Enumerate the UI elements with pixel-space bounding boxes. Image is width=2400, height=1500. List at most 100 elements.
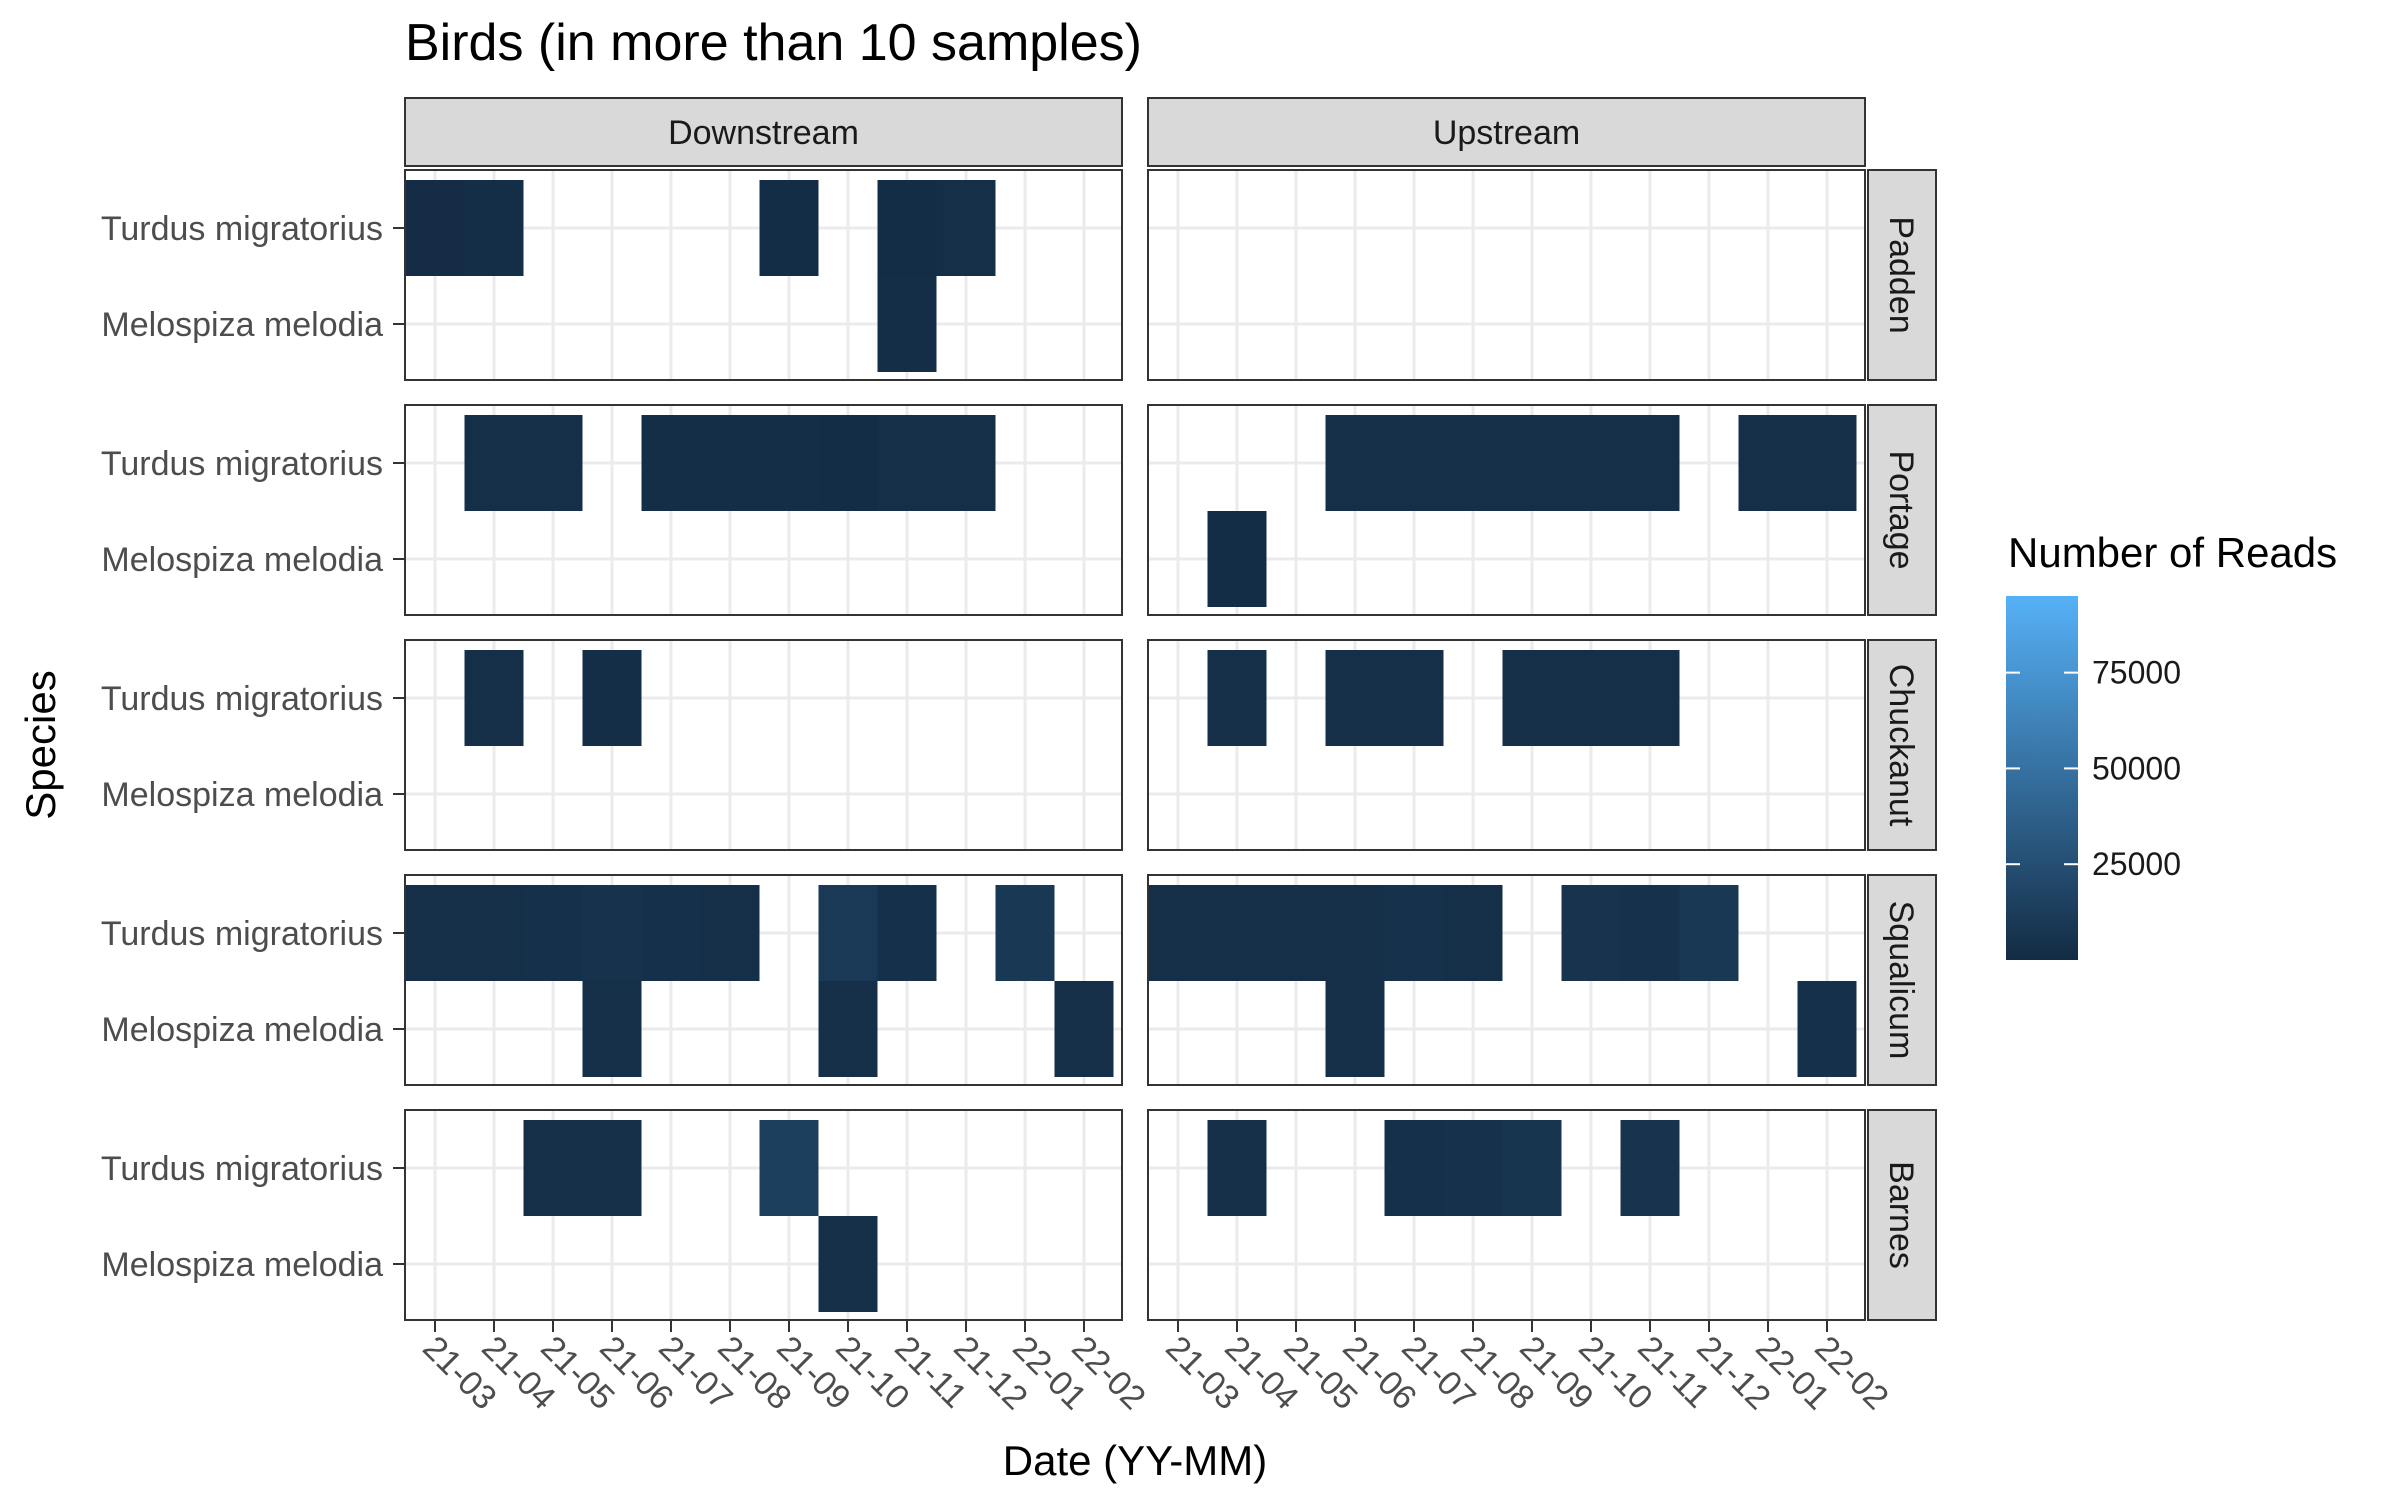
heatmap-cell xyxy=(1325,650,1385,746)
panel-barnes-downstream xyxy=(404,1109,1123,1321)
legend-label: 50000 xyxy=(2092,750,2181,786)
panel-border xyxy=(1147,874,1866,1086)
heatmap-cell xyxy=(1148,885,1208,981)
heatmap-cell xyxy=(818,415,878,511)
x-axis-title: Date (YY-MM) xyxy=(1003,1437,1268,1484)
heatmap-cell xyxy=(464,650,524,746)
panel-border xyxy=(1147,639,1866,851)
heatmap-cell xyxy=(1325,981,1385,1077)
facet-panels: Downstream Upstream Padden Turdus migratori… xyxy=(101,97,1937,1417)
heatmap-cell xyxy=(405,885,465,981)
heatmap-cell xyxy=(1797,415,1857,511)
panel-squalicum-upstream xyxy=(1147,874,1866,1086)
heatmap-cell xyxy=(1384,1120,1444,1216)
chart-title: Birds (in more than 10 samples) xyxy=(405,14,1142,72)
y-axis-title: Species xyxy=(17,670,64,819)
panel-squalicum-downstream xyxy=(404,874,1123,1086)
heatmap-cell xyxy=(1266,885,1326,981)
panel-barnes-upstream xyxy=(1147,1109,1866,1321)
y-tick-label: Turdus migratorius xyxy=(101,1150,383,1188)
heatmap-cell xyxy=(818,981,878,1077)
heatmap-cell xyxy=(936,415,996,511)
heatmap-cell xyxy=(877,415,937,511)
heatmap-cell xyxy=(1384,415,1444,511)
y-tick-label: Turdus migratorius xyxy=(101,680,383,718)
facet-strip-upstream xyxy=(1147,97,1866,167)
heatmap-cell xyxy=(1443,415,1503,511)
panel-background xyxy=(1148,170,1865,380)
legend: Number of Reads 25000 50000 75000 xyxy=(2006,529,2337,960)
heatmap-cell xyxy=(464,885,524,981)
heatmap-cell xyxy=(877,885,937,981)
heatmap-cell xyxy=(1207,650,1267,746)
facet-strip-padden xyxy=(1867,169,1937,381)
panel-border xyxy=(1147,1109,1866,1321)
legend-title: Number of Reads xyxy=(2008,529,2337,576)
heatmap-cell xyxy=(1207,511,1267,607)
heatmap-cell xyxy=(877,276,937,372)
heatmap-cell xyxy=(877,180,937,276)
y-tick-label: Melospiza melodia xyxy=(101,1246,383,1284)
heatmap-cell xyxy=(523,415,583,511)
heatmap-cell xyxy=(1325,885,1385,981)
heatmap-cell xyxy=(464,415,524,511)
heatmap-cell xyxy=(641,885,701,981)
legend-label: 75000 xyxy=(2092,655,2181,691)
facet-strip-label-portage: Portage xyxy=(1882,450,1920,569)
heatmap-cell xyxy=(523,885,583,981)
heatmap-cell xyxy=(1620,650,1680,746)
heatmap-cell xyxy=(1679,885,1739,981)
panel-border xyxy=(404,639,1123,851)
y-tick-label: Melospiza melodia xyxy=(101,776,383,814)
legend-label: 25000 xyxy=(2092,846,2181,882)
heatmap-cell xyxy=(1502,650,1562,746)
heatmap-cell xyxy=(523,1120,583,1216)
heatmap-cell xyxy=(700,415,760,511)
legend-colorbar xyxy=(2006,596,2078,960)
panel-background xyxy=(405,640,1122,850)
y-tick-label: Turdus migratorius xyxy=(101,915,383,953)
panel-portage-downstream xyxy=(404,404,1123,616)
heatmap-cell xyxy=(641,415,701,511)
facet-strip-squalicum xyxy=(1867,874,1937,1086)
facet-strip-downstream xyxy=(404,97,1123,167)
facet-strip-label-padden: Padden xyxy=(1882,216,1920,333)
heatmap-cell xyxy=(818,885,878,981)
legend-ticks: 25000 50000 75000 xyxy=(2006,655,2181,882)
facet-strip-barnes xyxy=(1867,1109,1937,1321)
heatmap-cell xyxy=(818,1216,878,1312)
facet-strip-label-upstream: Upstream xyxy=(1433,114,1580,152)
heatmap-cell xyxy=(1797,981,1857,1077)
heatmap-cell xyxy=(582,981,642,1077)
heatmap-cell xyxy=(1443,1120,1503,1216)
heatmap-cell xyxy=(1561,650,1621,746)
heatmap-cell xyxy=(995,885,1055,981)
panel-padden-upstream xyxy=(1147,169,1866,381)
heatmap-cell xyxy=(1620,415,1680,511)
heatmap-cell xyxy=(582,1120,642,1216)
heatmap-cell xyxy=(936,180,996,276)
y-tick-label: Turdus migratorius xyxy=(101,445,383,483)
heatmap-cell xyxy=(1738,415,1798,511)
heatmap-cell xyxy=(1502,415,1562,511)
panel-border xyxy=(1147,169,1866,381)
panel-padden-downstream xyxy=(404,169,1123,381)
heatmap-cell xyxy=(1054,981,1114,1077)
heatmap-cell xyxy=(1561,885,1621,981)
panel-border xyxy=(1147,404,1866,616)
facet-strip-portage xyxy=(1867,404,1937,616)
y-tick-label: Melospiza melodia xyxy=(101,306,383,344)
heatmap-cell xyxy=(759,180,819,276)
y-tick-label: Turdus migratorius xyxy=(101,210,383,248)
heatmap-cell xyxy=(582,885,642,981)
heatmap-cell xyxy=(1384,650,1444,746)
y-tick-label: Melospiza melodia xyxy=(101,1011,383,1049)
heatmap-cell xyxy=(759,1120,819,1216)
heatmap-cell xyxy=(582,650,642,746)
heatmap-cell xyxy=(1325,415,1385,511)
heatmap-cell xyxy=(1207,885,1267,981)
heatmap-cell xyxy=(1620,1120,1680,1216)
heatmap-cell xyxy=(759,415,819,511)
panel-chuckanut-upstream xyxy=(1147,639,1866,851)
